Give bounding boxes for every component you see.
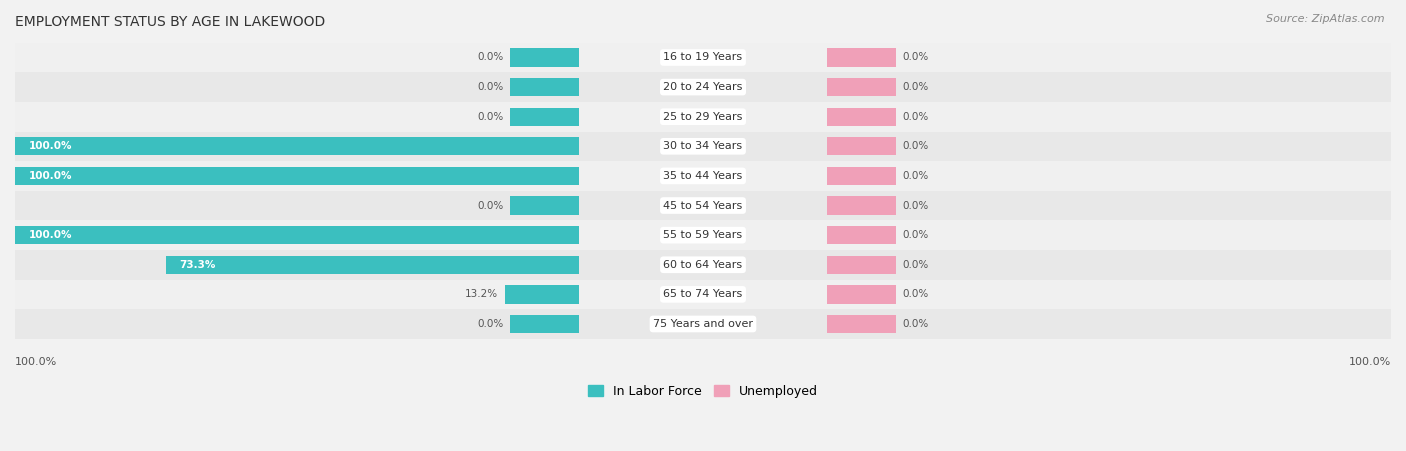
- Text: 0.0%: 0.0%: [903, 171, 929, 181]
- Bar: [827, 167, 896, 185]
- Text: 0.0%: 0.0%: [903, 319, 929, 329]
- Text: 45 to 54 Years: 45 to 54 Years: [664, 201, 742, 211]
- Text: 0.0%: 0.0%: [903, 52, 929, 63]
- Text: 20 to 24 Years: 20 to 24 Years: [664, 82, 742, 92]
- Bar: [15, 43, 1391, 72]
- Text: 100.0%: 100.0%: [15, 357, 58, 367]
- Bar: [15, 221, 1391, 250]
- Bar: [15, 280, 1391, 309]
- Text: 0.0%: 0.0%: [477, 319, 503, 329]
- Bar: [827, 107, 896, 126]
- Bar: [15, 250, 1391, 280]
- Text: 73.3%: 73.3%: [180, 260, 215, 270]
- Text: Source: ZipAtlas.com: Source: ZipAtlas.com: [1267, 14, 1385, 23]
- Bar: [510, 196, 579, 215]
- Bar: [15, 102, 1391, 132]
- Text: 100.0%: 100.0%: [1348, 357, 1391, 367]
- Bar: [505, 285, 579, 304]
- Bar: [827, 78, 896, 96]
- Text: 60 to 64 Years: 60 to 64 Years: [664, 260, 742, 270]
- Text: 0.0%: 0.0%: [903, 230, 929, 240]
- Bar: [510, 48, 579, 67]
- Bar: [15, 191, 1391, 221]
- Text: 16 to 19 Years: 16 to 19 Years: [664, 52, 742, 63]
- Text: 0.0%: 0.0%: [477, 201, 503, 211]
- Text: 55 to 59 Years: 55 to 59 Years: [664, 230, 742, 240]
- Text: 75 Years and over: 75 Years and over: [652, 319, 754, 329]
- Bar: [827, 226, 896, 244]
- Bar: [15, 132, 1391, 161]
- Text: 100.0%: 100.0%: [28, 141, 72, 151]
- Text: 35 to 44 Years: 35 to 44 Years: [664, 171, 742, 181]
- Bar: [827, 256, 896, 274]
- Text: 100.0%: 100.0%: [28, 230, 72, 240]
- Bar: [15, 226, 579, 244]
- Text: 0.0%: 0.0%: [477, 112, 503, 122]
- Legend: In Labor Force, Unemployed: In Labor Force, Unemployed: [588, 385, 818, 398]
- Bar: [827, 315, 896, 333]
- Bar: [15, 72, 1391, 102]
- Bar: [827, 196, 896, 215]
- Text: 65 to 74 Years: 65 to 74 Years: [664, 290, 742, 299]
- Bar: [827, 137, 896, 156]
- Bar: [15, 167, 579, 185]
- Bar: [510, 107, 579, 126]
- Bar: [15, 137, 579, 156]
- Bar: [510, 78, 579, 96]
- Text: EMPLOYMENT STATUS BY AGE IN LAKEWOOD: EMPLOYMENT STATUS BY AGE IN LAKEWOOD: [15, 15, 325, 29]
- Bar: [15, 161, 1391, 191]
- Text: 0.0%: 0.0%: [903, 290, 929, 299]
- Text: 100.0%: 100.0%: [28, 171, 72, 181]
- Text: 0.0%: 0.0%: [903, 260, 929, 270]
- Bar: [827, 48, 896, 67]
- Text: 30 to 34 Years: 30 to 34 Years: [664, 141, 742, 151]
- Bar: [166, 256, 579, 274]
- Text: 0.0%: 0.0%: [903, 82, 929, 92]
- Text: 0.0%: 0.0%: [903, 201, 929, 211]
- Bar: [827, 285, 896, 304]
- Bar: [510, 315, 579, 333]
- Text: 0.0%: 0.0%: [477, 82, 503, 92]
- Text: 13.2%: 13.2%: [465, 290, 498, 299]
- Text: 0.0%: 0.0%: [477, 52, 503, 63]
- Text: 25 to 29 Years: 25 to 29 Years: [664, 112, 742, 122]
- Bar: [15, 309, 1391, 339]
- Text: 0.0%: 0.0%: [903, 112, 929, 122]
- Text: 0.0%: 0.0%: [903, 141, 929, 151]
